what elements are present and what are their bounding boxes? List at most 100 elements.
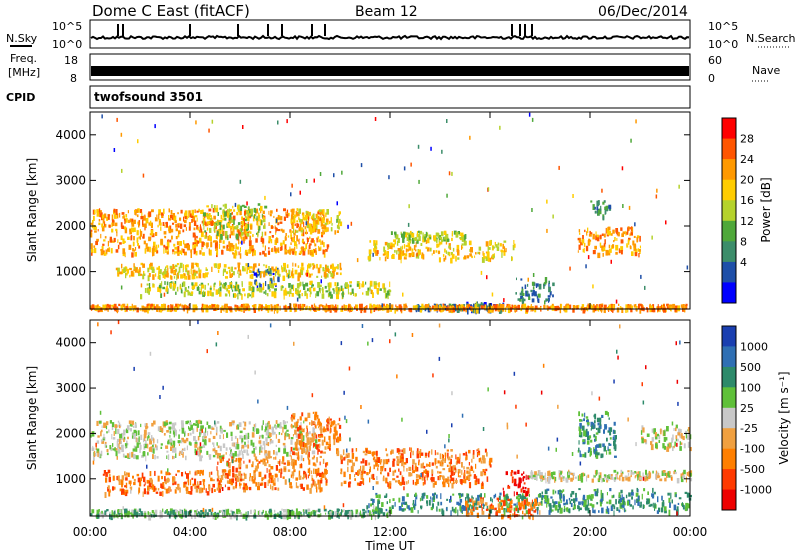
power-cell: [443, 258, 445, 262]
velocity-cell: [103, 434, 104, 439]
velocity-cell: [313, 428, 315, 431]
velocity-cell: [145, 482, 146, 486]
power-cell: [105, 236, 107, 238]
velocity-cell: [299, 471, 301, 477]
velocity-cell: [203, 482, 205, 486]
power-cell: [518, 298, 520, 301]
power-cell: [114, 238, 116, 242]
power-cell: [632, 227, 633, 233]
power-cell: [242, 266, 244, 271]
power-speckle: [377, 250, 379, 254]
velocity-cell: [450, 459, 452, 464]
power-speckle: [321, 279, 323, 283]
velocity-cell: [408, 472, 411, 477]
velocity-cell: [465, 457, 467, 460]
velocity-cell: [466, 476, 468, 480]
velocity-cell: [687, 472, 689, 476]
velocity-cell: [97, 440, 99, 443]
velocity-cell: [134, 433, 136, 436]
power-cell: [251, 274, 253, 279]
power-cell: [578, 250, 579, 253]
power-speckle: [382, 303, 384, 307]
power-cell: [293, 229, 294, 235]
power-cell: [259, 226, 261, 231]
velocity-cell: [469, 462, 470, 466]
power-cell: [163, 245, 165, 248]
power-cell: [333, 290, 334, 294]
velocity-cell: [246, 433, 247, 437]
velocity-cell: [269, 425, 272, 430]
power-cell: [210, 288, 212, 290]
velocity-cell: [107, 449, 109, 452]
power-cell: [115, 229, 117, 231]
power-cell: [438, 233, 439, 238]
velocity-cell: [431, 449, 432, 454]
power-speckle: [558, 166, 560, 170]
nsky-label: N.Sky: [6, 32, 38, 45]
velocity-cell: [366, 505, 368, 509]
power-cell: [164, 231, 167, 234]
velocity-cell: [455, 509, 456, 514]
velocity-cell: [270, 466, 273, 469]
power-cell: [180, 274, 183, 278]
velocity-cell: [428, 464, 430, 466]
velocity-cell: [299, 476, 302, 480]
velocity-cell: [169, 438, 172, 442]
power-cell: [456, 232, 459, 238]
power-cell: [295, 291, 298, 294]
velocity-cell: [184, 482, 187, 485]
power-cell: [545, 298, 548, 301]
velocity-cell: [445, 455, 446, 461]
power-cell: [316, 225, 317, 231]
power-cell: [242, 288, 245, 291]
power-cell: [523, 299, 526, 302]
velocity-cell: [119, 439, 121, 445]
power-speckle: [388, 175, 390, 179]
power-cell: [259, 304, 261, 308]
power-cell: [265, 232, 267, 236]
velocity-cell: [306, 485, 309, 490]
power-cell: [98, 229, 99, 231]
power-cell: [228, 285, 231, 289]
power-cell: [254, 250, 256, 256]
power-cell: [155, 217, 158, 221]
nsky-tick-bottom: 10^0: [52, 38, 82, 51]
power-cell: [200, 270, 202, 273]
velocity-cell: [239, 482, 240, 486]
power-cell: [299, 294, 301, 299]
velocity-cell: [520, 507, 522, 510]
power-speckle: [307, 273, 309, 277]
power-cell: [149, 247, 151, 253]
velocity-cell: [461, 494, 462, 497]
power-cell: [369, 249, 372, 254]
power-speckle: [116, 118, 118, 122]
velocity-cell: [269, 473, 270, 478]
power-speckle: [276, 219, 278, 223]
power-cell: [638, 248, 639, 250]
power-cell: [113, 304, 114, 306]
power-cell: [165, 225, 166, 228]
power-cell: [418, 236, 421, 241]
power-cell: [289, 250, 291, 255]
power-cell: [197, 241, 199, 244]
velocity-cell: [293, 462, 294, 467]
velocity-cell: [522, 511, 523, 515]
power-cell: [137, 230, 139, 235]
velocity-cell: [244, 473, 245, 476]
power-cell: [274, 292, 277, 298]
velocity-cell: [126, 441, 128, 444]
power-cell: [331, 223, 332, 226]
velocity-cell: [166, 473, 169, 475]
power-cell: [220, 225, 221, 231]
velocity-cell: [328, 436, 330, 440]
velocity-cell: [213, 455, 216, 457]
power-cell: [116, 268, 118, 271]
velocity-cell: [339, 418, 341, 421]
velocity-cell: [200, 470, 203, 474]
velocity-cell: [481, 461, 483, 464]
power-cell: [283, 276, 286, 281]
velocity-cell: [390, 483, 391, 487]
velocity-cell: [570, 473, 573, 475]
velocity-cell: [190, 491, 193, 495]
velocity-cell: [320, 462, 321, 466]
